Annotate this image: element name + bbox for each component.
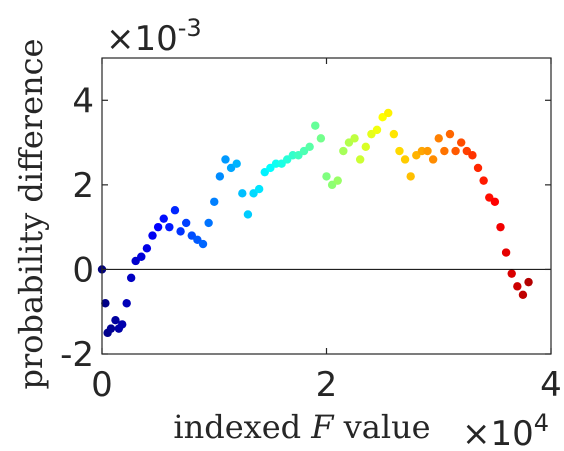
data-point (137, 252, 146, 261)
data-point (305, 142, 314, 151)
data-point (215, 172, 225, 181)
data-point (322, 172, 331, 181)
data-point (434, 134, 443, 143)
data-point (238, 189, 247, 198)
data-point (254, 184, 264, 194)
data-point (518, 290, 528, 299)
y-multiplier: ×10-3 (106, 14, 202, 59)
data-point (361, 142, 370, 151)
data-point (395, 146, 404, 156)
data-point (153, 222, 163, 232)
data-point (159, 214, 168, 223)
y-axis-label: probability difference (12, 39, 50, 390)
data-point (524, 277, 533, 287)
data-point (106, 324, 116, 333)
data-point (513, 282, 522, 291)
data-point (355, 155, 365, 164)
data-point (333, 176, 342, 185)
data-point (406, 172, 415, 181)
data-point (468, 151, 477, 160)
data-point (400, 155, 410, 164)
data-point (501, 248, 511, 257)
y-tick-label: 0 (72, 250, 94, 290)
data-point (350, 134, 359, 143)
data-point (496, 222, 505, 232)
data-point (384, 108, 393, 118)
data-point (111, 315, 120, 325)
data-point (479, 176, 488, 185)
data-point (445, 129, 455, 139)
data-point (243, 210, 253, 219)
data-point (507, 269, 516, 278)
data-point (311, 121, 320, 130)
data-point (122, 299, 131, 308)
data-point (176, 227, 185, 236)
data-point (389, 129, 399, 139)
data-point (316, 134, 326, 143)
y-tick-label: 2 (72, 166, 94, 206)
axis-labels: ×10-3 ×104 indexed F value probability diff… (12, 14, 549, 451)
data-point (339, 146, 348, 156)
x-tick-label: 0 (91, 365, 113, 405)
data-point (423, 146, 432, 156)
data-point (221, 155, 230, 164)
data-point (232, 159, 241, 168)
data-point (126, 273, 136, 283)
x-multiplier: ×104 (462, 409, 549, 451)
data-point (101, 299, 110, 308)
data-point (148, 231, 157, 240)
x-axis-label: indexed F value (173, 408, 430, 446)
data-point (181, 218, 191, 228)
x-tick-label: 4 (540, 365, 562, 405)
data-point (210, 197, 219, 206)
data-point (165, 222, 174, 232)
data-points (97, 108, 533, 338)
data-point (440, 146, 449, 156)
data-point (204, 218, 213, 228)
data-point (118, 320, 127, 329)
data-point (372, 125, 382, 135)
data-point (142, 244, 152, 253)
data-point (170, 206, 180, 215)
data-point (451, 146, 460, 156)
data-point (198, 239, 208, 249)
y-tick-label: -2 (60, 335, 94, 375)
data-point (473, 163, 483, 173)
axes-box (101, 57, 552, 355)
x-tick-label: 2 (316, 365, 338, 405)
y-tick-label: 4 (72, 81, 94, 121)
data-point (457, 138, 466, 147)
data-point (428, 155, 438, 164)
data-point (490, 197, 500, 206)
